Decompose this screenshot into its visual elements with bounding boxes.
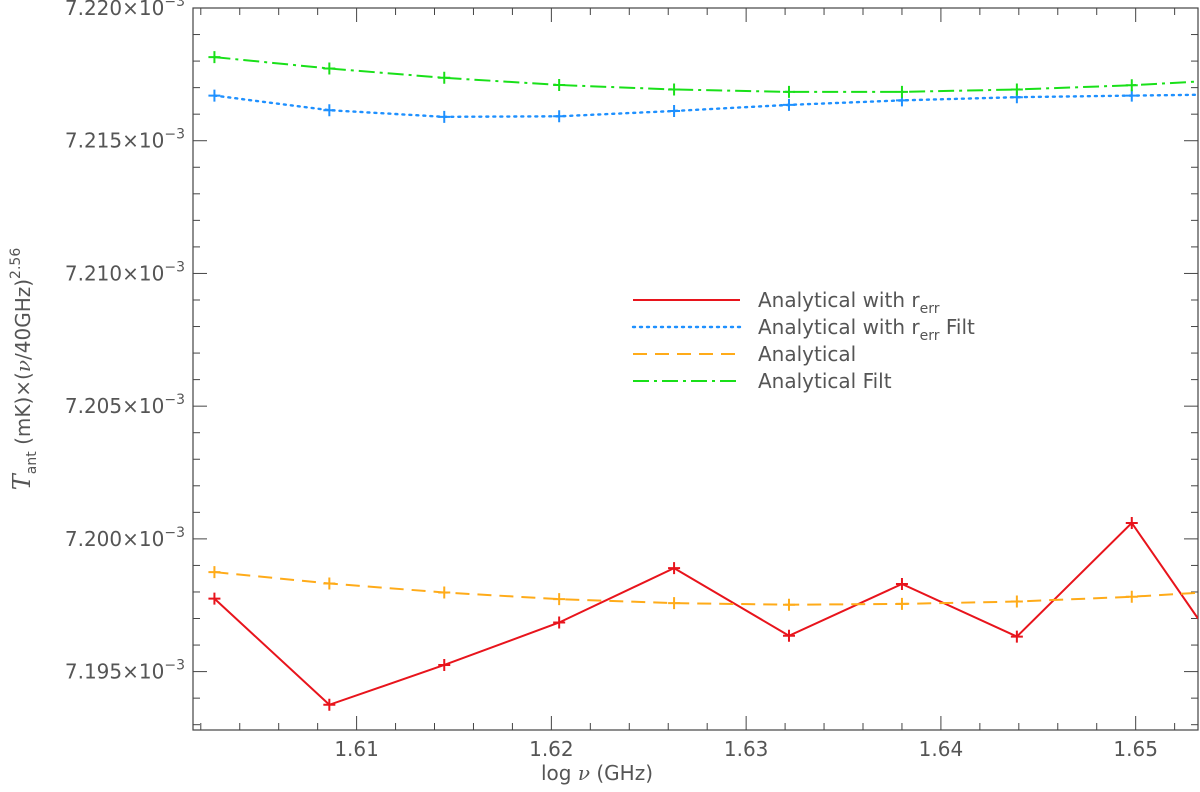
data-point-analytical_rerr (1125, 516, 1138, 529)
data-point-analytical_filt (1125, 79, 1138, 92)
legend-label-analytical_filt: Analytical Filt (758, 369, 892, 393)
x-tick-label: 1.62 (529, 737, 574, 761)
x-tick-label: 1.64 (919, 737, 964, 761)
data-point-analytical (668, 597, 681, 610)
data-point-analytical_rerr (553, 616, 566, 629)
legend-label-analytical: Analytical (758, 342, 856, 366)
series-line-analytical (214, 571, 1198, 606)
y-tick-label: 7.210×10−3 (65, 259, 185, 285)
data-point-analytical_rerr (208, 592, 221, 605)
x-axis-label: log ν (GHz) (541, 761, 653, 785)
series-line-analytical_rerr (213, 521, 1198, 706)
y-tick-label: 7.220×10−3 (65, 0, 185, 20)
data-point-analytical_filt (668, 83, 681, 96)
data-point-analytical (782, 598, 795, 611)
x-tick-label: 1.61 (334, 737, 379, 761)
series-line-analytical_rerr_filt (213, 93, 1198, 119)
data-point-analytical_filt (438, 71, 451, 84)
data-point-analytical (438, 586, 451, 599)
data-point-analytical_rerr_filt (782, 98, 795, 111)
axis-tick-labels: 1.61 1.62 1.63 1.64 1.65 7.195×10−3 7.200×10−3… (65, 0, 1158, 761)
data-point-analytical (895, 597, 908, 610)
legend-label-analytical_rerr_filt: Analytical with rerr Filt (758, 315, 975, 344)
data-point-analytical_rerr (895, 578, 908, 591)
axis-ticks (193, 7, 1198, 730)
data-point-analytical_rerr (1010, 630, 1023, 643)
legend-label-analytical_rerr: Analytical with rerr (758, 288, 940, 317)
series-line-analytical_filt (214, 56, 1198, 93)
data-point-analytical_rerr_filt (208, 89, 221, 102)
data-point-analytical_rerr (323, 698, 336, 711)
data-point-analytical_rerr_filt (668, 104, 681, 117)
data-point-analytical_filt (782, 85, 795, 98)
y-tick-label: 7.200×10−3 (65, 525, 185, 551)
data-point-analytical_filt (323, 62, 336, 75)
data-point-analytical_rerr (438, 658, 451, 671)
data-point-analytical_rerr_filt (323, 104, 336, 117)
y-tick-label: 7.195×10−3 (65, 658, 185, 684)
data-point-analytical_filt (553, 78, 566, 91)
data-point-analytical_filt (1010, 83, 1023, 96)
data-point-analytical_filt (895, 85, 908, 98)
plot-frame (192, 7, 1199, 731)
data-point-analytical (553, 593, 566, 606)
data-point-analytical (323, 577, 336, 590)
y-axis-label: Tant (mK)×(ν/40GHz)2.56 (8, 248, 40, 491)
x-tick-label: 1.63 (724, 737, 769, 761)
data-point-analytical (1010, 595, 1023, 608)
data-point-analytical (208, 566, 221, 579)
data-point-analytical_filt (208, 51, 221, 64)
data-point-analytical_rerr_filt (553, 110, 566, 123)
series-layer (208, 51, 1198, 711)
data-point-analytical (1125, 590, 1138, 603)
data-point-analytical_rerr_filt (438, 110, 451, 123)
data-point-analytical_rerr (668, 562, 681, 575)
x-tick-label: 1.65 (1113, 737, 1158, 761)
y-tick-label: 7.215×10−3 (65, 127, 185, 153)
data-point-analytical_rerr_filt (1125, 89, 1138, 102)
data-point-analytical_rerr (782, 629, 795, 642)
y-tick-label: 7.205×10−3 (65, 392, 185, 418)
